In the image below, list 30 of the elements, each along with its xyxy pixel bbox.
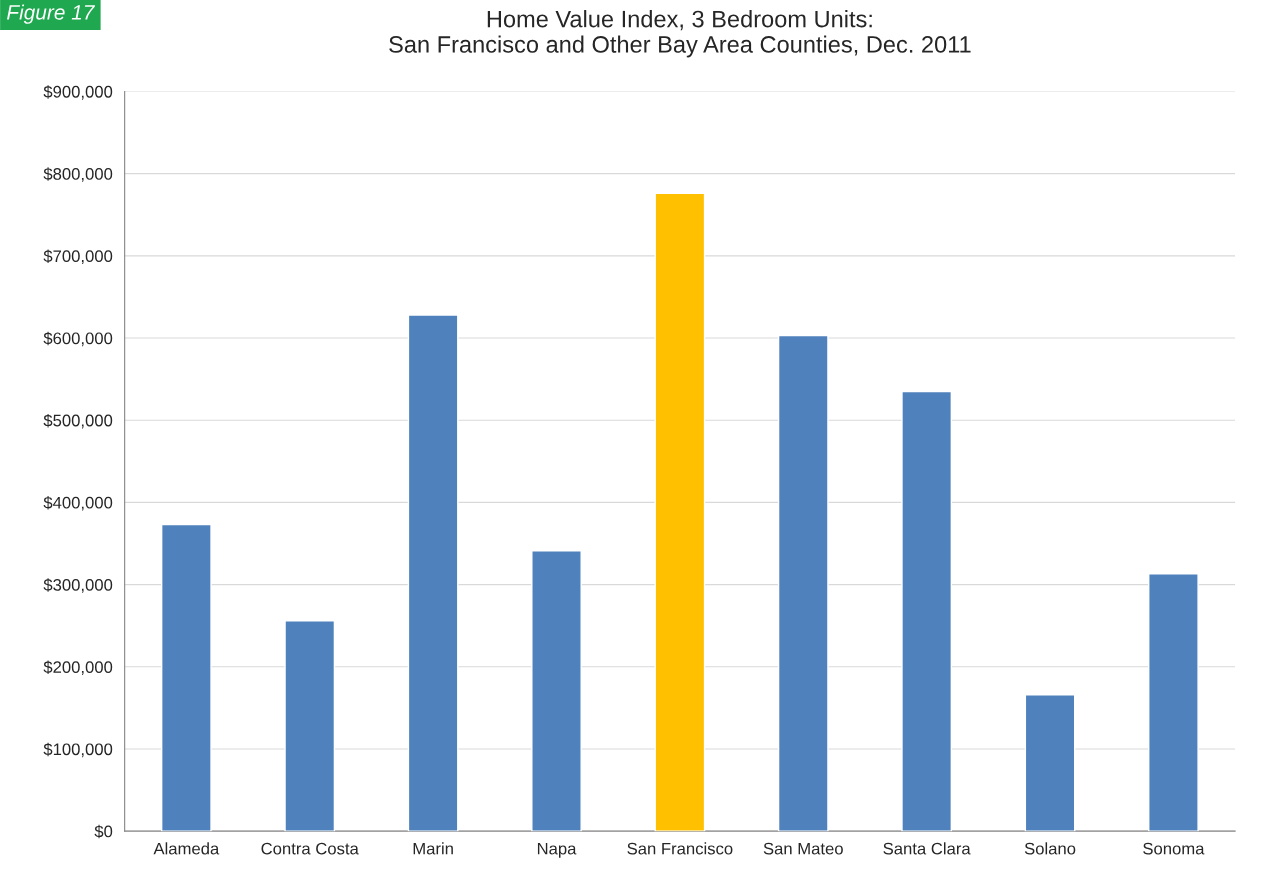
x-tick-label: Solano (1024, 842, 1076, 855)
y-tick-label: $300,000 (43, 578, 113, 593)
chart-title: Home Value Index, 3 Bedroom Units: San Francisco and Other Bay Area Counties, Dec. 2011 (389, 10, 971, 58)
x-tick-label: Marin (413, 842, 453, 855)
bar (531, 550, 582, 832)
y-tick-label: $100,000 (43, 742, 113, 758)
bar (1148, 573, 1199, 832)
y-tick-label: $700,000 (43, 249, 113, 265)
y-tick-label: $0 (94, 824, 113, 839)
x-tick-label: Santa Clara (883, 842, 971, 855)
y-tick-label: $600,000 (43, 331, 113, 347)
y-tick-label: $500,000 (43, 413, 113, 429)
bar (407, 314, 459, 832)
y-tick-label: $800,000 (43, 167, 113, 182)
x-tick-label: San Francisco (627, 842, 733, 855)
bar (777, 334, 829, 832)
bar (160, 523, 212, 832)
x-tick-label: San Mateo (763, 842, 843, 855)
x-tick-label: Contra Costa (261, 842, 359, 855)
bar (654, 192, 706, 832)
y-tick-label: $400,000 (43, 496, 113, 511)
caption: Figure 17 (7, 4, 96, 24)
bar (284, 620, 336, 832)
bar (901, 390, 953, 832)
x-tick-label: Alameda (153, 842, 220, 855)
x-tick-label: Napa (537, 842, 577, 858)
y-tick-label: $200,000 (43, 660, 113, 675)
y-tick-label: $900,000 (43, 85, 113, 100)
bar (1024, 694, 1076, 832)
x-tick-label: Sonoma (1143, 842, 1205, 855)
